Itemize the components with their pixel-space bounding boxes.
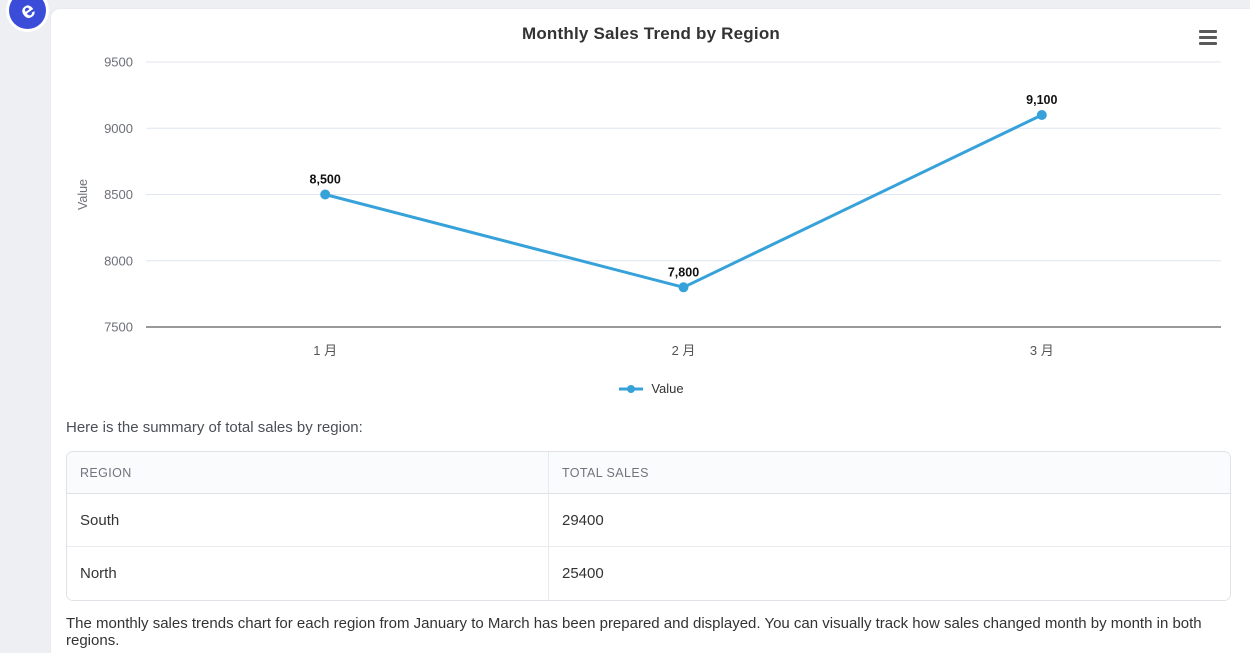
data-point-label: 8,500 — [310, 173, 341, 187]
table-header-total-sales: TOTAL SALES — [562, 465, 649, 480]
sales-summary-table: REGION TOTAL SALES South 29400 North 254… — [66, 451, 1231, 601]
hamburger-icon — [1199, 36, 1217, 39]
app-logo[interactable]: e — [9, 0, 46, 29]
data-point-label: 9,100 — [1026, 93, 1057, 107]
table-header-row: REGION TOTAL SALES — [67, 452, 1230, 494]
app-logo-letter: e — [14, 0, 40, 25]
closing-text: The monthly sales trends chart for each … — [66, 615, 1202, 649]
x-tick-label: 1 月 — [313, 343, 337, 358]
y-tick-label: 9000 — [104, 121, 133, 136]
hamburger-icon — [1199, 42, 1217, 45]
region-cell: South — [67, 494, 549, 546]
data-point-label: 7,800 — [668, 265, 699, 279]
region-cell: North — [67, 547, 549, 600]
chart-legend[interactable]: Value — [51, 381, 1250, 396]
y-axis-name: Value — [76, 179, 90, 210]
sidebar — [0, 0, 50, 653]
total-sales-cell: 25400 — [562, 565, 604, 582]
data-point[interactable] — [678, 282, 689, 293]
legend-label: Value — [651, 381, 684, 396]
legend-line-marker-icon — [619, 384, 644, 393]
hamburger-icon — [1199, 30, 1217, 33]
chart-menu-button[interactable] — [1199, 30, 1217, 45]
y-tick-label: 8500 — [104, 187, 133, 202]
series-line[interactable] — [323, 113, 1044, 289]
table-row: North 25400 — [67, 547, 1230, 600]
total-sales-cell: 29400 — [562, 511, 604, 529]
data-point[interactable] — [1036, 110, 1047, 120]
table-header-region: REGION — [67, 452, 549, 493]
line-chart: 7500 8000 8500 9000 9500 Value 1 月 2 月 3 月 8,500 7… — [76, 55, 1221, 358]
y-tick-label: 9500 — [104, 55, 133, 70]
table-row: South 29400 — [67, 494, 1230, 547]
x-tick-label: 2 月 — [672, 343, 696, 358]
content-card: Monthly Sales Trend by Region 7500 8000 85… — [50, 8, 1250, 653]
chart-title: Monthly Sales Trend by Region — [521, 24, 780, 43]
data-point[interactable] — [320, 189, 331, 200]
y-tick-label: 7500 — [104, 320, 133, 335]
summary-intro-text: Here is the summary of total sales by re… — [66, 419, 363, 436]
y-tick-label: 8000 — [104, 253, 133, 268]
x-tick-label: 3 月 — [1030, 343, 1054, 358]
